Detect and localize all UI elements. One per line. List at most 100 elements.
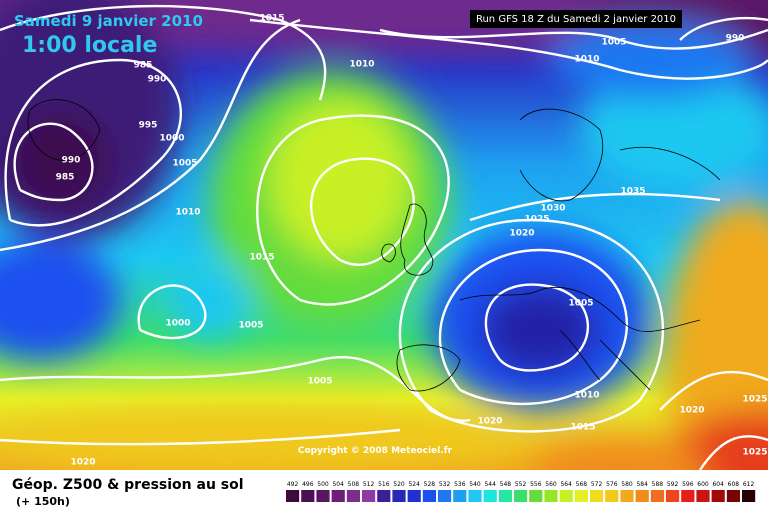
legend-label: 496 — [302, 481, 314, 488]
isobar-label: 990 — [726, 34, 745, 44]
isobar-label: 1010 — [574, 391, 599, 401]
legend-label: 516 — [378, 481, 390, 488]
legend-label: 584 — [636, 481, 648, 488]
legend-swatch — [590, 490, 604, 502]
legend-label: 552 — [515, 481, 527, 488]
isobar-label: 1010 — [349, 60, 374, 70]
isobar-label: 995 — [139, 121, 158, 131]
legend-swatch — [407, 490, 421, 502]
legend-label: 612 — [743, 481, 755, 488]
isobars — [0, 4, 768, 470]
isobar-label: 1010 — [175, 208, 200, 218]
legend-label: 580 — [621, 481, 633, 488]
legend-swatch — [574, 490, 588, 502]
isobar-label: 985 — [134, 61, 153, 71]
legend-label: 512 — [363, 481, 375, 488]
legend-label: 564 — [560, 481, 572, 488]
isobar-label: 1005 — [601, 38, 626, 48]
run-box — [470, 10, 682, 28]
isobar-label: 1005 — [238, 321, 263, 331]
coastlines — [27, 99, 721, 392]
legend-swatch — [605, 490, 619, 502]
legend-swatch — [544, 490, 558, 502]
legend-swatch — [529, 490, 543, 502]
legend-label: 532 — [439, 481, 451, 488]
isobar-label: 1025 — [524, 215, 549, 225]
isobar-label: 990 — [148, 75, 167, 85]
legend-label: 592 — [667, 481, 679, 488]
isobar-label: 1030 — [540, 204, 565, 214]
isobar-label: 1035 — [620, 187, 645, 197]
isobar-label: 1000 — [165, 319, 190, 329]
legend-label: 508 — [348, 481, 360, 488]
legend-swatch — [316, 490, 330, 502]
legend-swatch — [362, 490, 376, 502]
legend-label: 604 — [712, 481, 724, 488]
run-info: Run GFS 18 Z du Samedi 2 janvier 2010 — [476, 14, 676, 25]
legend-swatch — [301, 490, 315, 502]
legend-swatch — [726, 490, 740, 502]
legend-swatch — [498, 490, 512, 502]
legend-swatch — [346, 490, 360, 502]
legend-label: 504 — [332, 481, 344, 488]
legend-label: 536 — [454, 481, 466, 488]
legend-swatch — [468, 490, 482, 502]
legend-swatch — [650, 490, 664, 502]
isobar-label: 1015 — [259, 14, 284, 24]
isobar-label: 985 — [56, 173, 75, 183]
legend-swatch — [620, 490, 634, 502]
legend-label: 548 — [500, 481, 512, 488]
footer-title: Géop. Z500 & pression au sol — [12, 477, 244, 493]
legend-swatch — [666, 490, 680, 502]
isobar-label: 1015 — [570, 423, 595, 433]
legend-label: 500 — [317, 481, 329, 488]
legend-swatch — [331, 490, 345, 502]
forecast-date: Samedi 9 janvier 2010 — [14, 12, 203, 30]
legend-swatch — [559, 490, 573, 502]
legend-swatch — [696, 490, 710, 502]
legend-label: 540 — [469, 481, 481, 488]
isobar-label: 1020 — [509, 229, 534, 239]
isobar-label: 1005 — [307, 377, 332, 387]
isobar-label: 1025 — [742, 448, 767, 458]
isobar-label: 1005 — [172, 159, 197, 169]
legend-swatch — [711, 490, 725, 502]
legend-label: 600 — [697, 481, 709, 488]
legend-label: 556 — [530, 481, 542, 488]
isobar-label: 1025 — [742, 395, 767, 405]
isobar-label: 1015 — [249, 253, 274, 263]
legend-label: 560 — [545, 481, 557, 488]
legend-label: 588 — [652, 481, 664, 488]
legend-label: 608 — [728, 481, 740, 488]
legend-label: 576 — [606, 481, 618, 488]
legend-swatch — [422, 490, 436, 502]
legend-label: 524 — [408, 481, 420, 488]
copyright: Copyright © 2008 Meteociel.fr — [298, 446, 453, 456]
legend-label: 544 — [484, 481, 496, 488]
legend-swatch — [286, 490, 300, 502]
legend-swatch — [392, 490, 406, 502]
local-time: 1:00 locale — [22, 33, 157, 58]
legend-swatch — [514, 490, 528, 502]
color-legend: 492 496 500 504 508 512 516 520 524 528 532 536 540 5… — [286, 481, 756, 502]
legend-label: 492 — [287, 481, 299, 488]
legend-swatch — [483, 490, 497, 502]
isobar-label: 990 — [62, 156, 81, 166]
legend-label: 528 — [424, 481, 436, 488]
legend-label: 572 — [591, 481, 603, 488]
legend-label: 596 — [682, 481, 694, 488]
legend-label: 520 — [393, 481, 405, 488]
legend-label: 568 — [576, 481, 588, 488]
legend-swatch — [681, 490, 695, 502]
isobar-label: 1000 — [159, 134, 184, 144]
lead-time: (+ 150h) — [16, 495, 70, 508]
isobar-label: 1010 — [574, 55, 599, 65]
legend-swatch — [438, 490, 452, 502]
legend-swatch — [453, 490, 467, 502]
isobar-label: 1020 — [70, 458, 95, 468]
legend-swatch — [377, 490, 391, 502]
isobar-label: 1020 — [477, 417, 502, 427]
